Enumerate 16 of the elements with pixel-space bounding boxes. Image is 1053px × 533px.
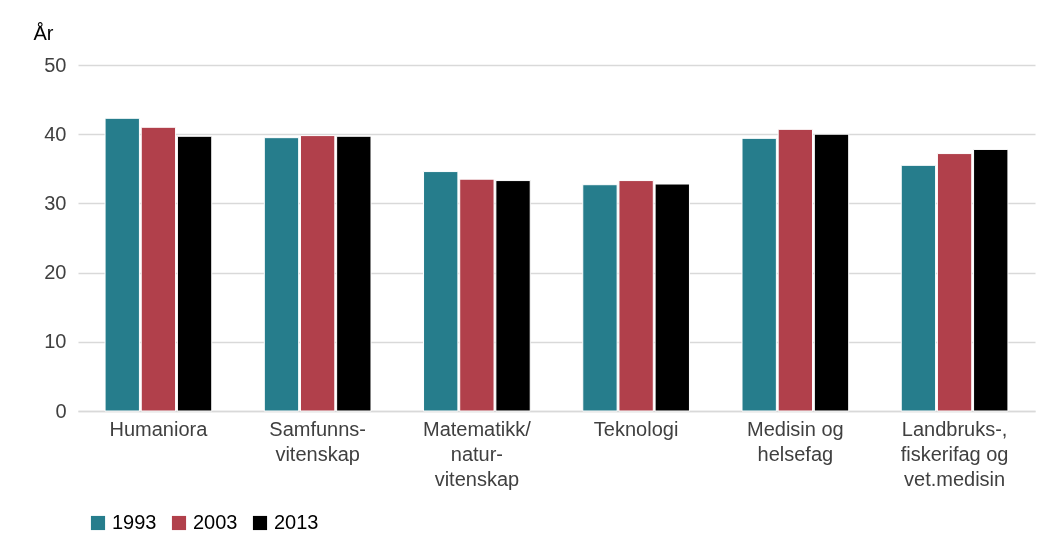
y-tick-label: 30 <box>44 191 67 214</box>
y-tick-label: 10 <box>44 330 67 353</box>
x-tick-label: Medisin og helsefag <box>746 417 844 465</box>
y-tick-label: 40 <box>44 122 67 145</box>
x-tick-label: Samfunns- vitenskap <box>269 417 367 465</box>
y-tick-label: 50 <box>44 53 67 76</box>
y-axis-title: År <box>33 21 54 44</box>
x-tick-label: Landbruks-, fiskerifag og vet.medisin <box>900 417 1009 490</box>
x-tick-label: Humaniora <box>109 417 209 440</box>
x-tick-label: Matematikk/ natur- vitenskap <box>422 417 532 490</box>
x-tick-label: Teknologi <box>593 417 679 440</box>
legend-label: 2013 <box>274 511 319 533</box>
y-tick-label: 20 <box>44 261 67 284</box>
legend-label: 1993 <box>112 511 157 533</box>
y-tick-label: 0 <box>55 399 67 422</box>
legend-label: 2003 <box>193 511 238 533</box>
